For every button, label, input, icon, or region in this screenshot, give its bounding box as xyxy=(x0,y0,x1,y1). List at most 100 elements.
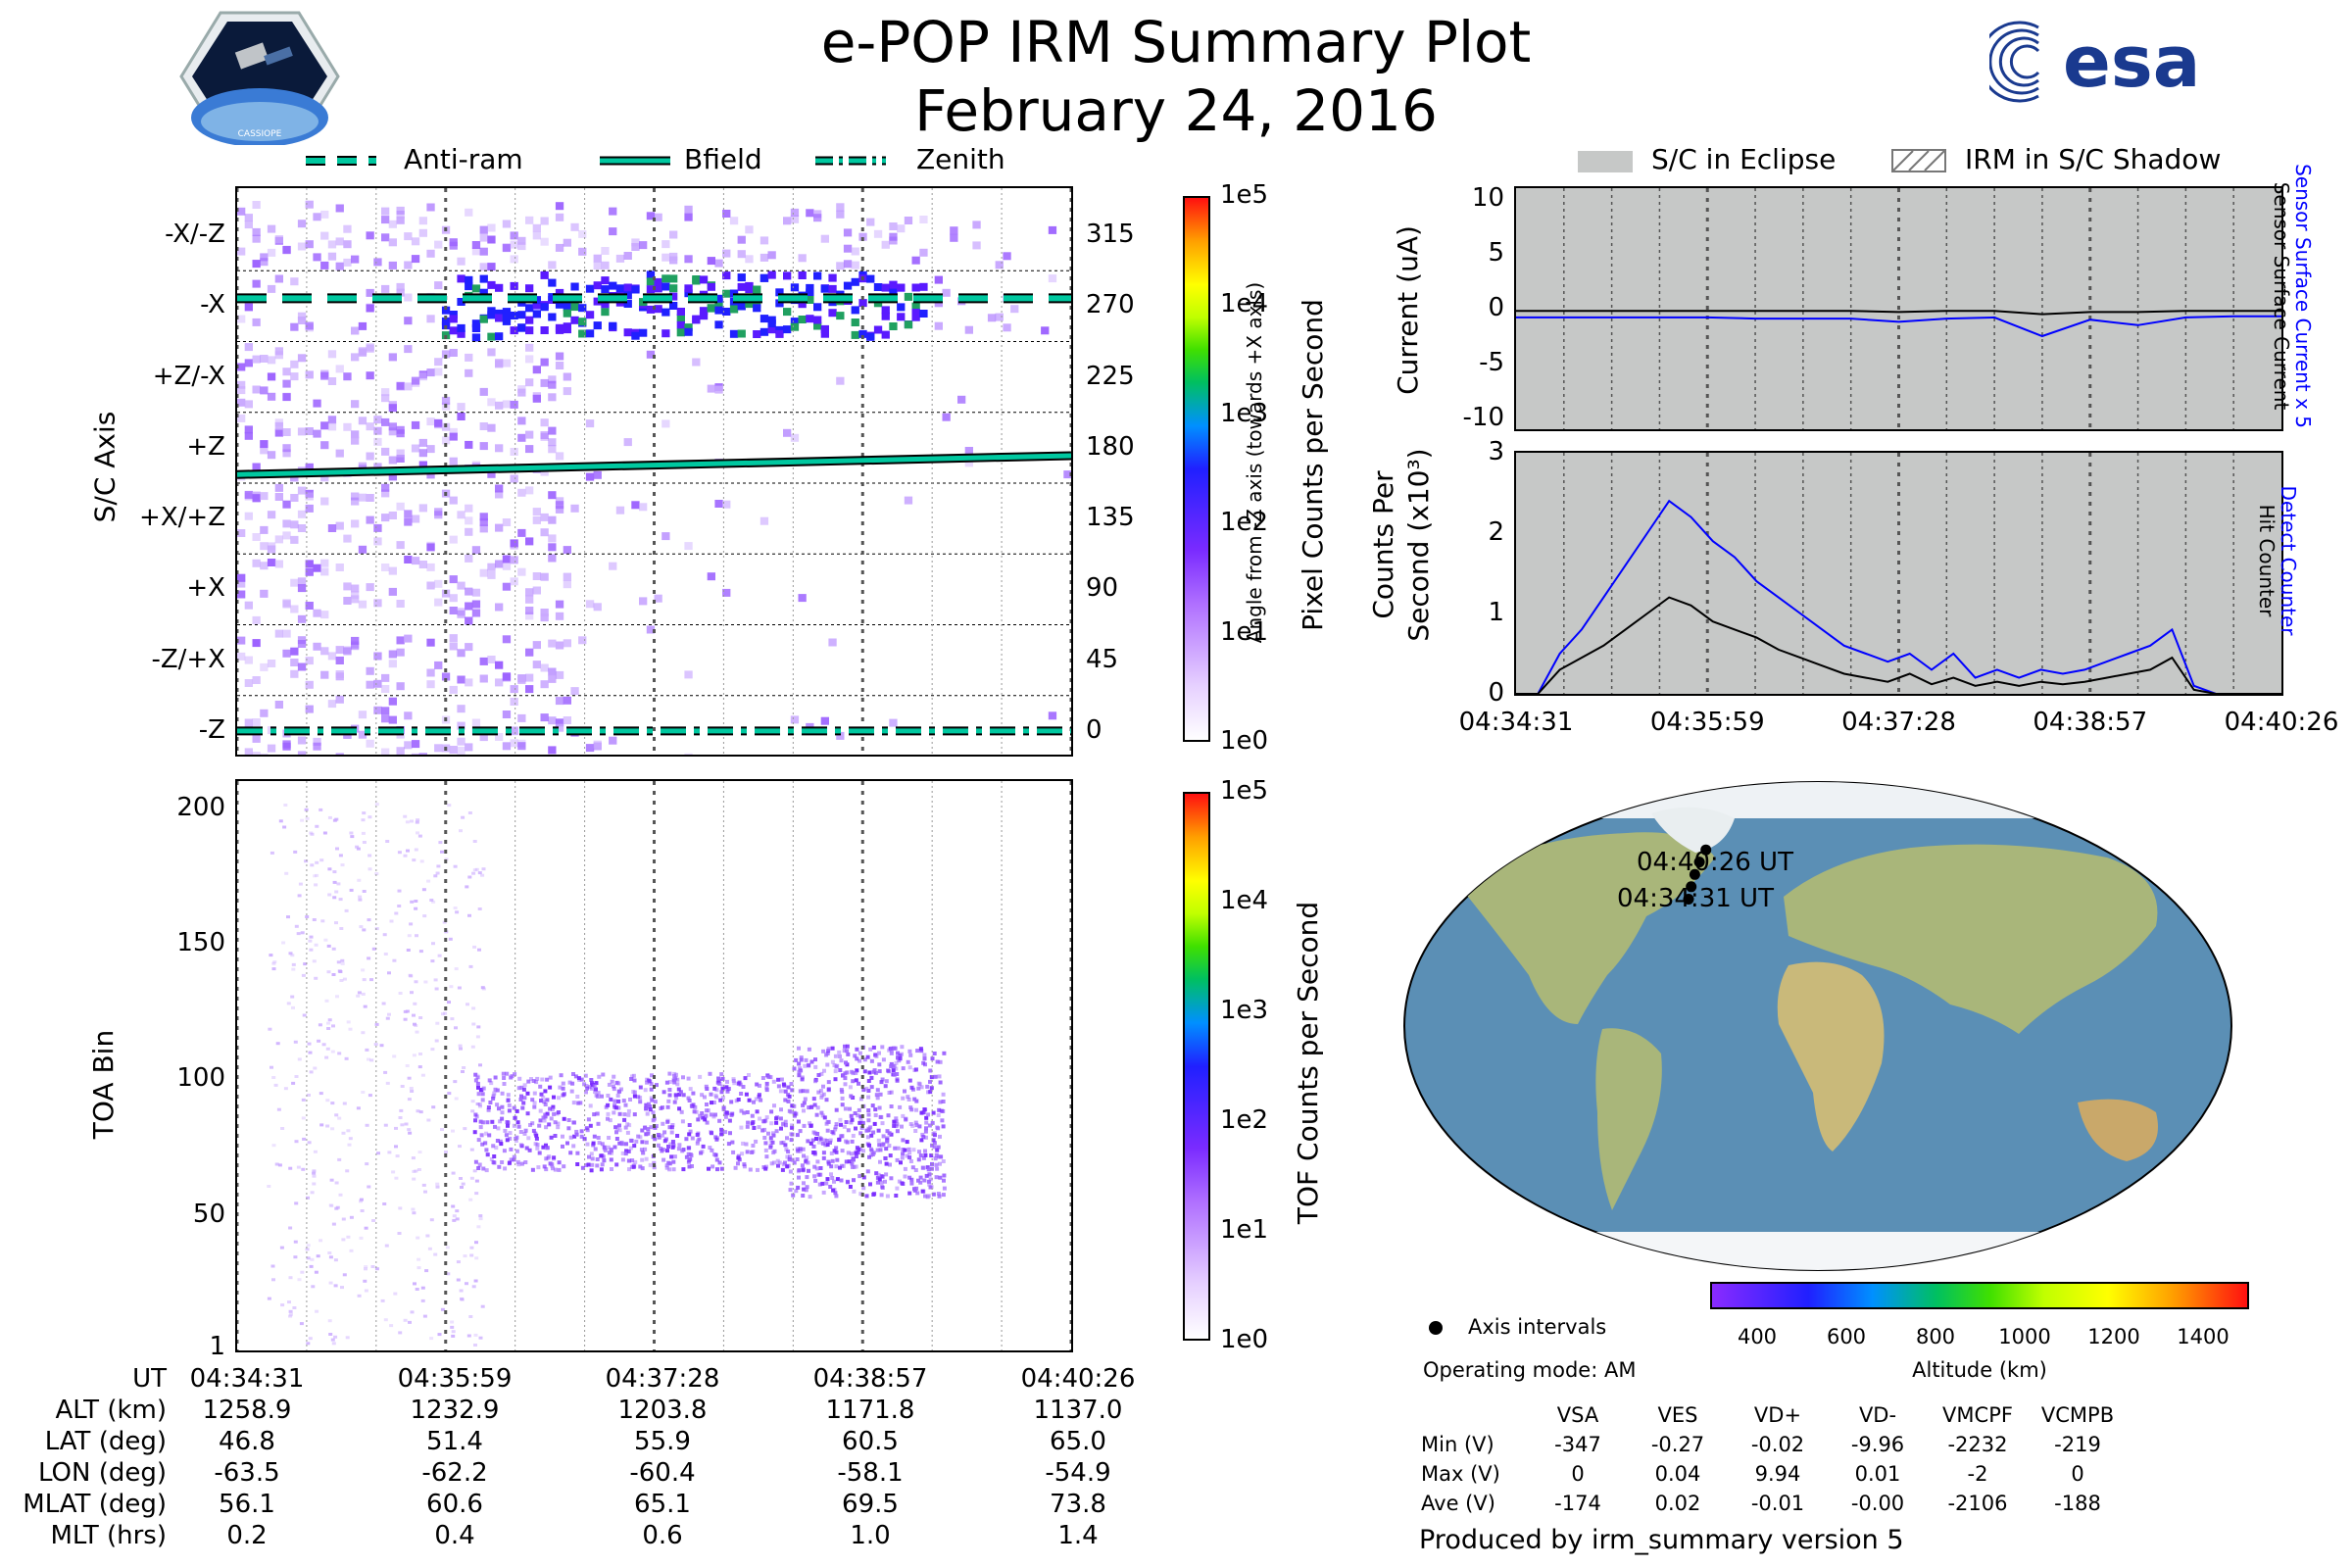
tof-cell xyxy=(640,1140,645,1145)
tof-cell xyxy=(416,1257,421,1261)
tof-cell xyxy=(764,1154,769,1159)
tof-cell xyxy=(797,1175,801,1180)
tof-cell xyxy=(834,1194,839,1199)
tof-cell xyxy=(571,1101,576,1105)
pixel-cell xyxy=(790,215,800,223)
voltage-cell: -0.02 xyxy=(1750,1433,1805,1456)
tof-cell xyxy=(495,1139,500,1143)
tof-cell xyxy=(723,1130,728,1135)
tof-cell xyxy=(871,1130,876,1135)
tof-cell xyxy=(477,907,482,910)
pixel-cell xyxy=(381,673,390,682)
pixel-cell xyxy=(525,430,534,439)
tof-cell xyxy=(856,1113,860,1118)
tof-cell xyxy=(373,1043,378,1047)
pixel-cell xyxy=(305,705,314,713)
tof-cell xyxy=(619,1087,623,1092)
tof-cell xyxy=(463,1254,467,1258)
tof-cell xyxy=(623,1125,628,1130)
pixel-cell xyxy=(540,431,549,440)
tof-cell xyxy=(364,1267,368,1271)
tof-cell xyxy=(475,1073,480,1077)
tof-cell xyxy=(485,1120,490,1125)
tof-cell xyxy=(846,1052,851,1056)
pixel-cell xyxy=(563,716,571,724)
tof-cell xyxy=(846,1128,851,1133)
tof-cell xyxy=(910,1123,915,1128)
tof-cell xyxy=(631,1073,636,1078)
tof-cell xyxy=(312,1169,317,1173)
tof-cell xyxy=(584,1090,588,1095)
tof-cell xyxy=(309,831,314,835)
pixel-cell xyxy=(532,586,541,595)
voltage-cell: -347 xyxy=(1554,1433,1601,1456)
tof-cell xyxy=(339,979,344,982)
tof-cell xyxy=(364,1226,368,1230)
tof-cell xyxy=(525,1091,530,1096)
tof-cell xyxy=(473,1333,478,1337)
tof-cell xyxy=(361,968,366,972)
tof-cell xyxy=(454,967,459,971)
tof-cell xyxy=(938,1059,943,1064)
tof-cell xyxy=(362,890,367,893)
tof-cell xyxy=(781,1082,786,1087)
pixel-cell xyxy=(335,657,344,664)
info-cell: -63.5 xyxy=(214,1458,280,1488)
tof-cell xyxy=(878,1159,882,1164)
tof-cell xyxy=(626,1158,631,1163)
tof-cell xyxy=(406,849,410,853)
tof-cell xyxy=(802,1187,807,1192)
tof-cell xyxy=(562,1116,566,1121)
tof-cell xyxy=(751,1150,756,1154)
tof-cell xyxy=(887,1048,892,1053)
tof-cell xyxy=(881,1134,886,1139)
tof-cell xyxy=(818,1137,823,1142)
tof-cell xyxy=(719,1166,724,1171)
tof-cell xyxy=(865,1142,870,1147)
tof-cell xyxy=(441,1012,445,1016)
tof-cell xyxy=(615,1126,620,1131)
tof-cell xyxy=(519,1085,524,1090)
tof-cell xyxy=(584,1084,589,1088)
pixel-cell xyxy=(760,327,769,336)
tof-cell xyxy=(795,1157,800,1161)
pixel-cell xyxy=(457,608,466,616)
tof-cell xyxy=(271,961,276,965)
tof-cell xyxy=(661,1105,664,1110)
tof-cell xyxy=(431,900,436,904)
pixel-cell xyxy=(495,523,504,532)
tof-cell xyxy=(397,851,402,855)
pixel-cell xyxy=(335,521,344,530)
pixel-cell xyxy=(858,232,867,241)
pixel-cell xyxy=(282,245,291,254)
pixel-cell xyxy=(495,314,504,322)
tof-cell xyxy=(553,1134,558,1138)
pixel-cell xyxy=(320,497,329,506)
tof-cell xyxy=(550,1163,555,1168)
tof-cell xyxy=(794,1189,799,1194)
tof-cell xyxy=(779,1126,783,1131)
pixel-cell xyxy=(388,697,397,706)
tof-cell xyxy=(634,1139,639,1144)
tof-cell xyxy=(680,1149,685,1153)
pixel-cell xyxy=(585,744,595,753)
pixel-cell xyxy=(411,237,420,246)
tof-cell xyxy=(552,1095,556,1100)
tof-cell xyxy=(288,1314,293,1318)
pixel-cell xyxy=(873,325,883,334)
tof-cell xyxy=(476,1092,481,1097)
tof-cell xyxy=(907,1065,912,1070)
pixel-cell xyxy=(404,261,413,270)
tof-cell xyxy=(312,918,317,921)
pixel-y2tick-label: 180 xyxy=(1086,431,1135,462)
tof-cell xyxy=(456,1260,461,1264)
tof-cell xyxy=(936,1113,941,1117)
tof-cell xyxy=(850,1152,855,1156)
pixel-cell xyxy=(836,376,845,385)
tof-cell xyxy=(333,1335,338,1339)
bfield-line xyxy=(237,453,1071,477)
tof-cell xyxy=(887,1091,892,1095)
pixel-colorbar-tick: 1e3 xyxy=(1220,398,1269,428)
tof-cell xyxy=(797,1073,802,1078)
info-cell: 0.2 xyxy=(226,1521,268,1550)
